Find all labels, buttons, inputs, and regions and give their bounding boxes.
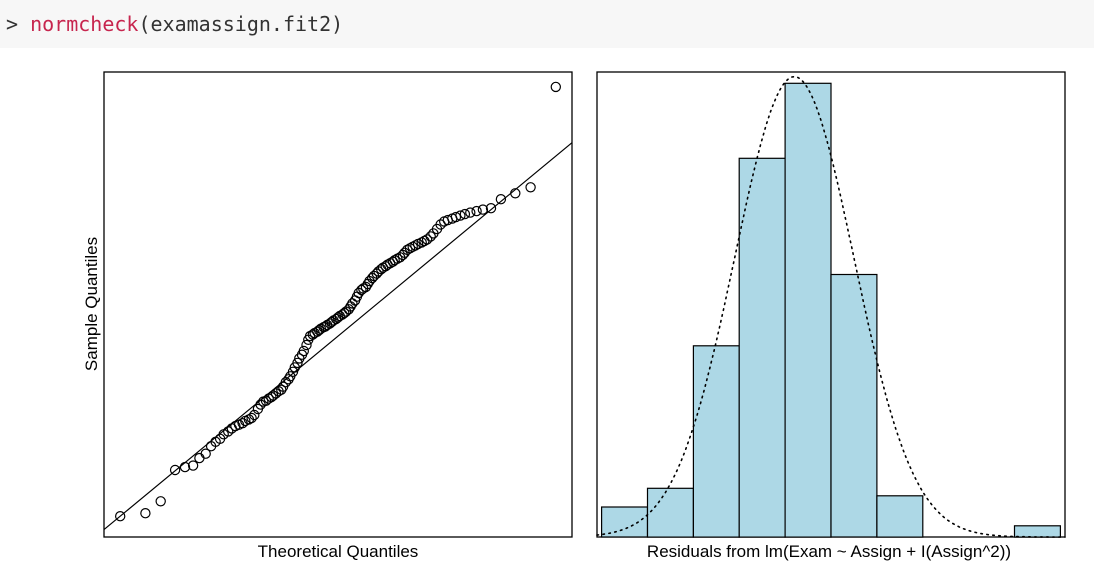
- qq-point: [421, 234, 433, 245]
- histogram-bar: [600, 506, 649, 538]
- histogram-bar: [646, 487, 695, 538]
- qq-point: [425, 231, 436, 242]
- qq-point: [249, 409, 260, 421]
- qq-point: [292, 357, 303, 369]
- histogram-x-axis-label: Residuals from lm(Exam ~ Assign + I(Assi…: [647, 542, 1011, 561]
- qq-reference-line: [103, 142, 573, 531]
- qq-points: [114, 81, 562, 522]
- console-arguments: (examassign.fit2): [138, 12, 344, 36]
- histogram-bar: [738, 157, 786, 538]
- qq-point: [510, 188, 521, 199]
- qq-point: [525, 182, 536, 193]
- qq-point: [187, 460, 199, 471]
- qq-point: [416, 237, 427, 248]
- qq-y-axis-label: Sample Quantiles: [82, 237, 101, 371]
- qq-point: [410, 240, 421, 251]
- qq-point: [495, 193, 507, 205]
- qq-point: [194, 452, 205, 464]
- qq-point: [477, 204, 489, 215]
- qq-point: [298, 345, 309, 357]
- qq-point: [255, 399, 266, 410]
- qq-point: [459, 208, 471, 220]
- qq-point: [404, 243, 416, 254]
- qq-plot: Theoretical Quantiles Sample Quantiles: [82, 71, 573, 561]
- qq-point: [140, 508, 151, 519]
- qq-point: [360, 281, 372, 293]
- qq-point: [485, 202, 497, 214]
- histogram-bar: [692, 345, 740, 538]
- histogram-bar: [830, 273, 878, 538]
- qq-point: [114, 511, 126, 522]
- qq-reference-line-group: [103, 142, 573, 531]
- qq-point: [407, 241, 418, 252]
- qq-point: [222, 426, 234, 437]
- qq-point: [283, 374, 294, 385]
- console-command: > normcheck(examassign.fit2): [0, 0, 1094, 48]
- qq-point: [450, 211, 462, 223]
- residual-histogram: Residuals from lm(Exam ~ Assign + I(Assi…: [596, 71, 1066, 561]
- normal-density-curve: [596, 75, 1066, 538]
- histogram-bars: [600, 82, 1062, 538]
- qq-point: [550, 81, 562, 93]
- qq-point: [301, 339, 312, 351]
- qq-point: [337, 309, 348, 320]
- qq-point: [155, 496, 166, 507]
- histogram-bar: [784, 82, 832, 538]
- qq-point: [260, 395, 272, 406]
- qq-point: [465, 207, 476, 218]
- qq-point: [276, 384, 287, 395]
- qq-x-axis-label: Theoretical Quantiles: [258, 542, 419, 561]
- qq-point: [389, 255, 400, 266]
- histogram-bar: [876, 495, 924, 538]
- normal-curve-group: [596, 75, 1066, 538]
- qq-point: [455, 210, 466, 221]
- qq-point: [179, 461, 191, 473]
- qq-point: [287, 366, 299, 377]
- qq-point: [343, 304, 354, 315]
- qq-point: [392, 253, 403, 264]
- qq-point: [402, 244, 413, 255]
- qq-point: [246, 412, 257, 424]
- console-prompt: >: [6, 12, 31, 36]
- qq-point: [169, 464, 181, 476]
- histogram-bar: [1013, 525, 1062, 538]
- qq-point: [200, 448, 211, 459]
- qq-plot-frame: [103, 71, 573, 538]
- console-function-name: normcheck: [30, 12, 139, 36]
- qq-point: [270, 388, 282, 399]
- qq-point: [471, 205, 482, 217]
